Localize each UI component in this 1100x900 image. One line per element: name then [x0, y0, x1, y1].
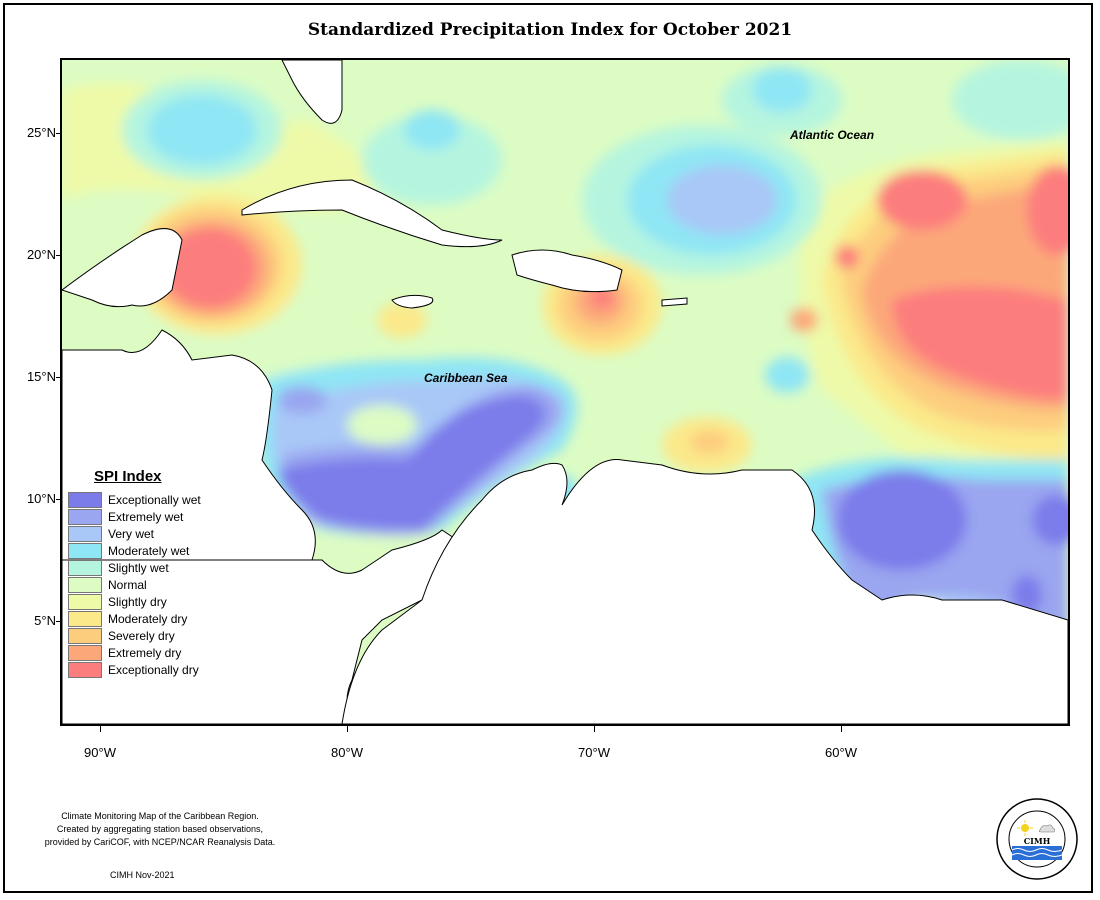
legend-swatch	[68, 525, 102, 542]
map-credit: CIMH Nov-2021	[110, 870, 175, 880]
lat-tick	[56, 377, 61, 378]
lat-label: 20°N	[26, 247, 56, 262]
legend-item: Exceptionally wet	[68, 491, 201, 508]
legend-item: Moderately dry	[68, 610, 201, 627]
legend-swatch	[68, 508, 102, 525]
legend-item: Normal	[68, 576, 201, 593]
lon-tick	[841, 726, 842, 732]
legend-item: Severely dry	[68, 627, 201, 644]
legend-item: Very wet	[68, 525, 201, 542]
legend-swatch	[68, 610, 102, 627]
lat-label: 5°N	[34, 613, 56, 628]
legend-label: Extremely wet	[108, 509, 184, 524]
legend-item: Slightly wet	[68, 559, 201, 576]
atlantic-ocean-label: Atlantic Ocean	[790, 128, 875, 142]
lat-tick	[56, 133, 61, 134]
map-footnote: Climate Monitoring Map of the Caribbean …	[20, 810, 300, 849]
legend-label: Moderately dry	[108, 611, 188, 626]
spi-map	[60, 58, 1070, 726]
legend-swatch	[68, 491, 102, 508]
lat-label: 25°N	[26, 125, 56, 140]
legend-item: Extremely dry	[68, 644, 201, 661]
lat-tick	[56, 499, 61, 500]
lon-label: 80°W	[331, 745, 363, 760]
legend-swatch	[68, 661, 102, 678]
sun-icon	[1021, 824, 1029, 832]
legend-label: Very wet	[108, 526, 155, 541]
lon-label: 90°W	[84, 745, 116, 760]
logo-text: CIMH	[1024, 836, 1051, 846]
legend-swatch	[68, 576, 102, 593]
lat-label: 15°N	[26, 369, 56, 384]
legend-item: Slightly dry	[68, 593, 201, 610]
legend-label: Exceptionally wet	[108, 492, 201, 507]
map-title: Standardized Precipitation Index for Oct…	[307, 20, 793, 40]
cimh-logo: CIMH	[996, 798, 1078, 880]
legend-label: Slightly dry	[108, 594, 167, 609]
footnote-line: provided by CariCOF, with NCEP/NCAR Rean…	[44, 837, 276, 847]
footnote-line: Created by aggregating station based obs…	[56, 824, 264, 834]
legend-label: Exceptionally dry	[108, 662, 199, 677]
legend-label: Moderately wet	[108, 543, 190, 558]
legend-item: Exceptionally dry	[68, 661, 201, 678]
legend-label: Slightly wet	[108, 560, 169, 575]
legend-label: Severely dry	[108, 628, 175, 643]
legend-swatch	[68, 542, 102, 559]
lon-label: 70°W	[578, 745, 610, 760]
spi-legend: SPI Index Exceptionally wet Extremely we…	[68, 468, 201, 678]
outer-frame	[3, 3, 1093, 893]
lon-tick	[347, 726, 348, 732]
legend-label: Extremely dry	[108, 645, 182, 660]
cimh-logo-icon: CIMH	[996, 798, 1078, 880]
lat-tick	[56, 621, 61, 622]
legend-swatch	[68, 627, 102, 644]
caribbean-sea-label: Caribbean Sea	[424, 371, 508, 385]
legend-label: Normal	[108, 577, 147, 592]
waves-icon	[1012, 846, 1062, 860]
legend-title: SPI Index	[94, 468, 162, 485]
legend-swatch	[68, 559, 102, 576]
legend-swatch	[68, 644, 102, 661]
legend-item: Moderately wet	[68, 542, 201, 559]
lat-tick	[56, 255, 61, 256]
lat-label: 10°N	[26, 491, 56, 506]
legend-swatch	[68, 593, 102, 610]
footnote-line: Climate Monitoring Map of the Caribbean …	[61, 811, 259, 821]
cloud-icon	[1038, 824, 1056, 833]
legend-item: Extremely wet	[68, 508, 201, 525]
spi-map-canvas	[62, 60, 1068, 724]
lon-tick	[100, 726, 101, 732]
lon-label: 60°W	[825, 745, 857, 760]
lon-tick	[594, 726, 595, 732]
